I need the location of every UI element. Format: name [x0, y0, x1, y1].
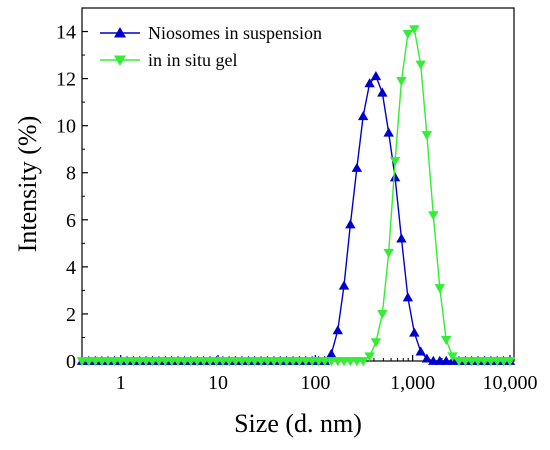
data-point-series-1 [357, 111, 369, 121]
data-point-series-2 [83, 357, 95, 367]
series-line-2 [82, 27, 510, 362]
data-point-series-2 [389, 157, 401, 167]
data-point-series-1 [396, 233, 407, 243]
data-point-series-1 [326, 348, 337, 358]
data-point-series-1 [370, 71, 382, 81]
data-point-series-2 [434, 284, 445, 294]
data-point-series-2 [402, 29, 414, 40]
data-point-series-2 [383, 248, 394, 258]
y-axis-ticks: 0 2 4 6 8 10 12 14 [56, 22, 88, 373]
data-point-series-2 [76, 357, 88, 367]
x-tick-label: 1,000 [390, 372, 435, 394]
data-point-series-2 [396, 77, 407, 87]
y-tick-label: 4 [66, 257, 76, 279]
data-point-series-2 [377, 310, 388, 320]
data-point-series-1 [389, 172, 401, 182]
data-point-series-2 [428, 211, 439, 221]
data-point-series-2 [370, 338, 382, 348]
plot-frame [81, 7, 515, 362]
y-tick-label: 12 [56, 69, 76, 91]
x-axis-title: Size (d. nm) [234, 409, 362, 438]
series-line-1 [82, 74, 510, 362]
legend-marker [114, 27, 126, 38]
data-point-series-1 [351, 162, 363, 172]
y-tick-label: 0 [66, 351, 76, 373]
data-point-series-2 [357, 357, 369, 367]
data-point-series-1 [421, 353, 433, 363]
legend-label: Niosomes in suspension [148, 23, 322, 43]
data-point-series-1 [415, 346, 426, 356]
data-point-series-1 [345, 219, 356, 229]
data-point-series-2 [447, 352, 458, 362]
data-point-series-1 [409, 327, 420, 337]
data-point-series-2 [364, 352, 375, 362]
y-tick-label: 10 [56, 116, 76, 138]
data-point-series-2 [409, 25, 420, 35]
legend: Niosomes in suspension in in situ gel [100, 23, 322, 70]
data-point-series-1 [383, 127, 394, 137]
data-point-series-1 [332, 325, 343, 335]
legend-label: in in situ gel [148, 50, 238, 70]
data-point-series-2 [421, 131, 433, 141]
series-layer [76, 25, 516, 367]
data-point-series-1 [338, 280, 350, 290]
x-tick-label: 10 [208, 372, 228, 394]
x-tick-label: 10,000 [482, 372, 537, 394]
data-point-series-1 [402, 292, 414, 302]
y-tick-label: 8 [66, 163, 76, 185]
y-tick-label: 6 [66, 210, 76, 232]
data-point-series-1 [377, 87, 388, 97]
y-tick-label: 14 [56, 22, 76, 44]
data-point-series-1 [364, 78, 375, 88]
data-point-series-2 [440, 335, 452, 346]
x-tick-label: 100 [300, 372, 330, 394]
data-point-series-2 [319, 357, 330, 367]
y-axis-title: Intensity (%) [13, 116, 42, 252]
x-axis-ticks: 1 10 100 1,000 10,000 [81, 355, 537, 394]
y-tick-label: 2 [66, 304, 76, 326]
data-point-series-2 [504, 357, 516, 367]
x-tick-label: 1 [116, 372, 126, 394]
data-point-series-2 [415, 60, 426, 70]
legend-marker [114, 55, 126, 66]
